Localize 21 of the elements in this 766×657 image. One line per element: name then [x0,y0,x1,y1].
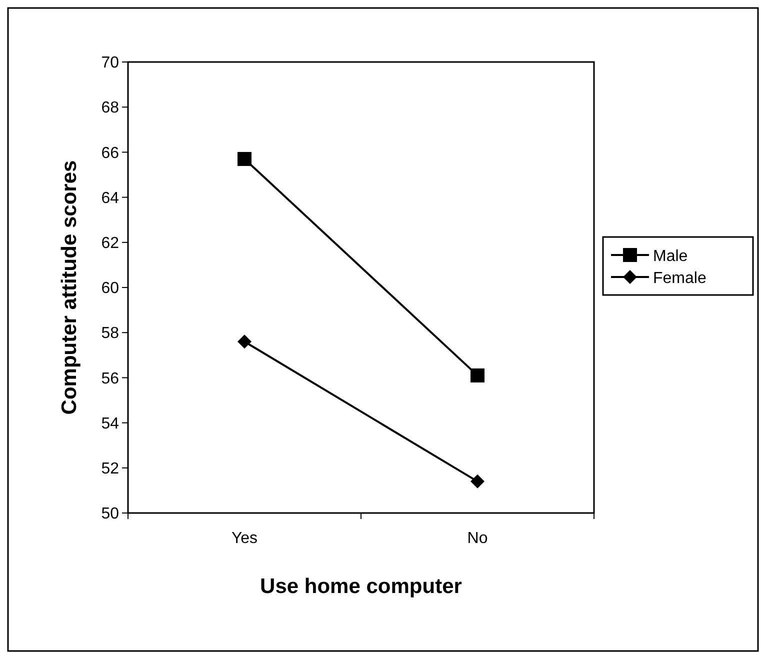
y-tick-label: 52 [101,460,120,478]
x-tick-label: No [467,530,488,547]
point [470,368,484,382]
y-axis-title: Computer attitude scores [58,160,81,415]
x-axis-title: Use home computer [260,575,462,598]
x-tick-label: Yes [231,530,258,547]
y-tick-label: 62 [101,235,120,252]
point [470,474,484,488]
y-tick-label: 58 [101,325,120,342]
y-tick-label: 70 [101,54,120,72]
y-tick-label: 64 [101,190,120,207]
point [238,334,252,349]
y-tick-label: 60 [101,280,120,298]
point [238,152,252,166]
y-tick-label: 54 [101,415,120,432]
y-tick-label: 56 [101,370,120,388]
legend-label: Female [653,270,706,287]
y-tick-label: 66 [101,144,120,162]
y-tick-label: 50 [101,506,120,523]
y-tick-label: 68 [101,100,120,117]
legend-label: Male [653,248,688,265]
